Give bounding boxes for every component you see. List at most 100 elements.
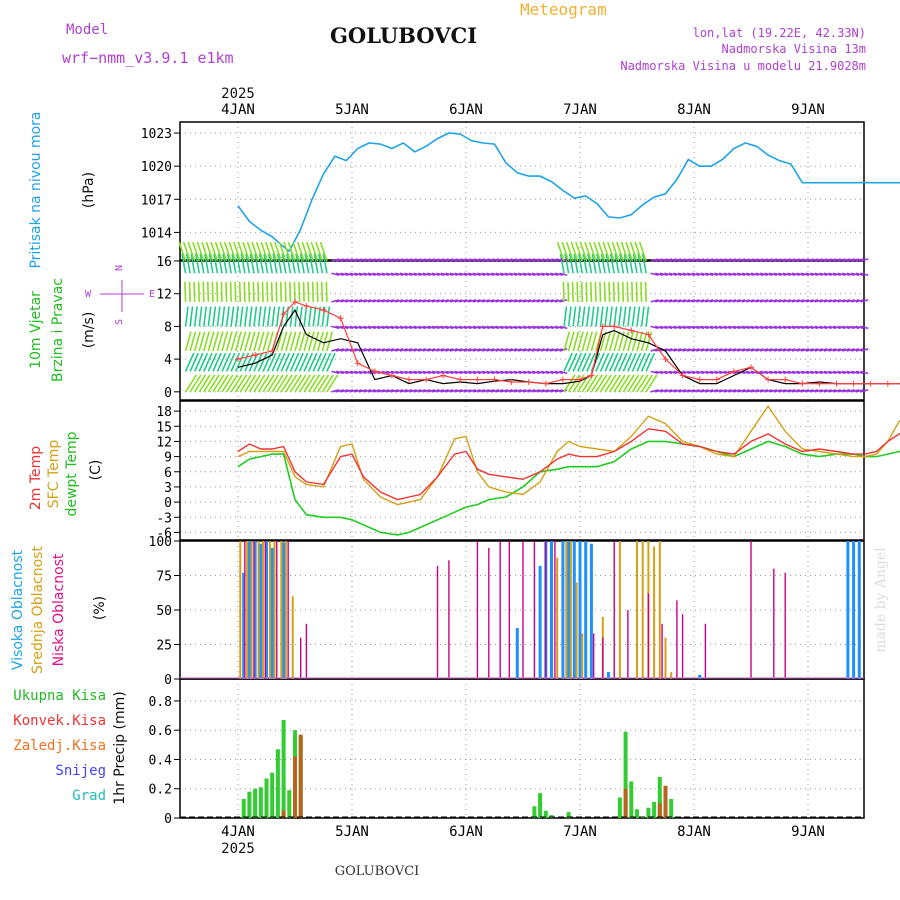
wind-barb	[495, 389, 504, 393]
wind-barb	[289, 281, 292, 302]
wind-barb	[185, 253, 191, 274]
wind-barb	[486, 272, 495, 277]
y-tick-label: -3	[156, 511, 172, 526]
wind-barb	[234, 306, 239, 327]
wind-barb	[220, 281, 223, 302]
wind-barb	[664, 389, 673, 393]
wind-barb	[242, 241, 251, 262]
y-tick-label: 1020	[141, 160, 172, 175]
wind-barb	[212, 306, 217, 327]
y-tick-label: 8	[164, 320, 172, 335]
wind-barb	[842, 370, 851, 375]
y-tick-label: 18	[156, 405, 172, 420]
wind-barb	[622, 331, 630, 352]
wind-barb	[613, 331, 621, 352]
wind-barb	[207, 331, 215, 352]
wind-barb	[295, 253, 301, 274]
wind-barb	[413, 348, 422, 352]
wind-barb	[631, 306, 636, 327]
wind-barb	[206, 281, 210, 302]
wind-barb	[427, 389, 436, 393]
y-tick-label: 100	[149, 535, 172, 550]
wind-barb	[746, 348, 755, 352]
wind-barb	[294, 306, 299, 327]
wind-barb	[509, 272, 518, 277]
wind-barb	[714, 389, 723, 393]
wind-barb	[673, 325, 682, 330]
wind-barb	[486, 370, 495, 375]
wind-barb	[481, 299, 490, 303]
wind-barb	[193, 306, 198, 327]
wind-barb	[340, 258, 349, 262]
wind-barb	[408, 370, 417, 375]
wind-barb	[381, 258, 390, 262]
wind-barb	[846, 272, 855, 277]
wind-barb	[245, 253, 251, 274]
wind-barb	[222, 253, 228, 274]
wind-barb	[477, 389, 486, 393]
wind-barb	[500, 348, 509, 352]
wind-barb	[741, 299, 750, 303]
wind-barb	[796, 272, 805, 277]
wind-barb	[395, 272, 404, 277]
wind-barb	[436, 272, 445, 277]
wind-barb	[576, 331, 584, 352]
wind-barb	[495, 299, 504, 303]
wind-barb	[413, 325, 422, 330]
wind-barb	[550, 348, 559, 352]
wind-barb	[486, 299, 495, 303]
wind-barb	[472, 370, 481, 375]
wind-barb	[468, 258, 477, 262]
wind-barb	[677, 299, 686, 303]
wind-barb	[363, 348, 372, 352]
wind-barb	[458, 370, 468, 375]
wind-barb	[522, 299, 531, 303]
y-tick-label: 0	[164, 386, 172, 401]
wind-barb	[837, 370, 846, 375]
wind-barb	[819, 389, 828, 393]
wind-barb	[800, 272, 810, 277]
wind-barb	[787, 348, 796, 352]
wind-barb	[823, 370, 832, 375]
wind-barb	[422, 389, 431, 393]
wind-barb	[597, 241, 606, 262]
wind-barb	[504, 325, 513, 330]
wind-barb	[590, 374, 603, 393]
wind-barb	[518, 370, 527, 375]
wind-barb	[219, 241, 228, 262]
wind-barb	[495, 258, 504, 262]
wind-barb	[640, 306, 645, 327]
wind-barb	[486, 258, 495, 262]
wind-barb	[358, 272, 367, 277]
wind-barb	[298, 306, 303, 327]
wind-barb	[581, 331, 589, 352]
wind-barb	[737, 258, 746, 262]
wind-barb	[764, 348, 773, 352]
wind-barb	[269, 241, 278, 262]
wind-barb	[527, 299, 536, 303]
wind-barb	[550, 370, 559, 375]
wind-barb	[700, 272, 709, 277]
wind-barb	[650, 325, 659, 330]
wind-barb	[668, 299, 677, 303]
wind-barb	[686, 299, 696, 303]
wind-barb	[576, 306, 581, 327]
wind-barb	[331, 348, 340, 352]
wind-barb	[718, 299, 728, 303]
wind-barb	[189, 306, 194, 327]
wind-barb	[257, 374, 270, 393]
wind-barb	[225, 374, 239, 393]
wind-barb	[832, 325, 842, 330]
legend-snijeg: Snijeg	[55, 763, 106, 779]
wind-barb	[588, 241, 597, 262]
wind-barb	[495, 272, 504, 277]
wind-barb	[244, 306, 249, 327]
wind-barb	[659, 272, 668, 277]
wind-barb	[773, 389, 782, 393]
precip-total-bar	[629, 781, 634, 818]
wind-barb	[623, 253, 629, 274]
wind-barb	[395, 299, 404, 303]
wind-barb	[303, 306, 308, 327]
wind-barb	[732, 325, 741, 330]
wind-barb	[276, 374, 289, 393]
